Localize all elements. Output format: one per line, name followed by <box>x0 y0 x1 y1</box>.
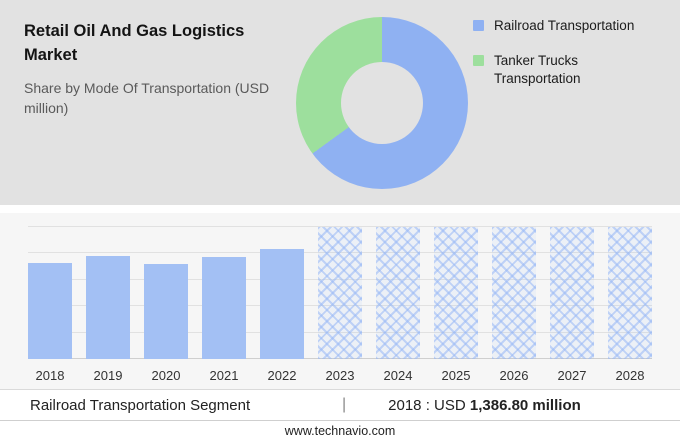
header-panel: Retail Oil And Gas Logistics Market Shar… <box>0 0 680 205</box>
legend-item: Tanker Trucks Transportation <box>473 52 654 88</box>
x-axis-tick-label: 2021 <box>209 368 239 383</box>
x-axis-tick-label: 2027 <box>557 368 587 383</box>
x-axis-tick-label: 2019 <box>93 368 123 383</box>
donut-chart <box>296 17 468 189</box>
bar-column: 2020 <box>144 227 188 383</box>
title-block: Retail Oil And Gas Logistics Market Shar… <box>24 20 292 118</box>
x-axis-tick-label: 2028 <box>615 368 645 383</box>
x-axis-tick-label: 2022 <box>267 368 297 383</box>
x-axis-tick-label: 2023 <box>325 368 355 383</box>
bars: 2018 2019 2020 2021 2022 2023 2024 2025 2026 2027… <box>28 227 652 383</box>
bar-column: 2021 <box>202 227 246 383</box>
legend-swatch <box>473 55 484 67</box>
forecast-bar <box>550 227 594 359</box>
forecast-bar <box>318 227 362 359</box>
bar-column: 2019 <box>86 227 130 383</box>
forecast-bar <box>376 227 420 359</box>
value-amount: 1,386.80 million <box>469 396 581 414</box>
legend-label: Tanker Trucks Transportation <box>494 53 581 87</box>
footer: Railroad Transportation Segment | 2018 :… <box>0 389 680 420</box>
footer-separator: | <box>342 396 347 413</box>
value-bar <box>86 256 130 359</box>
legend: Railroad Transportation Tanker Trucks Tra… <box>473 17 654 89</box>
value-bar <box>144 263 188 359</box>
legend-item: Railroad Transportation <box>473 17 654 35</box>
value-bar <box>260 249 304 359</box>
forecast-bar <box>492 227 536 359</box>
bar-column: 2025 <box>434 227 478 383</box>
x-axis-tick-label: 2018 <box>35 368 65 383</box>
bar-column: 2026 <box>492 227 536 383</box>
bar-column: 2024 <box>376 227 420 383</box>
bar-column: 2027 <box>550 227 594 383</box>
forecast-bar <box>434 227 478 359</box>
legend-label: Railroad Transportation <box>494 18 635 33</box>
value-prefix: 2018 : USD <box>388 396 466 414</box>
bar-plot: 2018 2019 2020 2021 2022 2023 2024 2025 2026 2027… <box>28 226 652 383</box>
gridline <box>28 226 652 227</box>
legend-swatch <box>473 20 484 31</box>
website-link[interactable]: www.technavio.com <box>284 423 396 438</box>
website-bar: www.technavio.com <box>0 420 680 440</box>
bar-column: 2018 <box>28 227 72 383</box>
forecast-bar <box>608 227 652 359</box>
page-title: Retail Oil And Gas Logistics Market <box>24 22 245 64</box>
value-bar <box>202 257 246 359</box>
x-axis-tick-label: 2026 <box>499 368 529 383</box>
bar-column: 2022 <box>260 227 304 383</box>
page-subtitle: Share by Mode Of Transportation (USD mil… <box>24 79 270 117</box>
x-axis-tick-label: 2020 <box>151 368 181 383</box>
segment-label: Railroad Transportation Segment <box>30 396 251 414</box>
x-axis-tick-label: 2024 <box>383 368 413 383</box>
segment-value: 2018 : USD 1,386.80 million <box>388 397 581 414</box>
x-axis-tick-label: 2025 <box>441 368 471 383</box>
bar-column: 2028 <box>608 227 652 383</box>
bar-column: 2023 <box>318 227 362 383</box>
bar-chart-panel: 2018 2019 2020 2021 2022 2023 2024 2025 2026 2027… <box>0 213 680 389</box>
value-bar <box>28 262 72 359</box>
